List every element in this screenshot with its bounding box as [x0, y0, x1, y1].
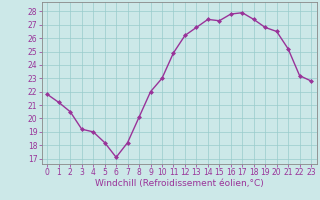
X-axis label: Windchill (Refroidissement éolien,°C): Windchill (Refroidissement éolien,°C): [95, 179, 264, 188]
